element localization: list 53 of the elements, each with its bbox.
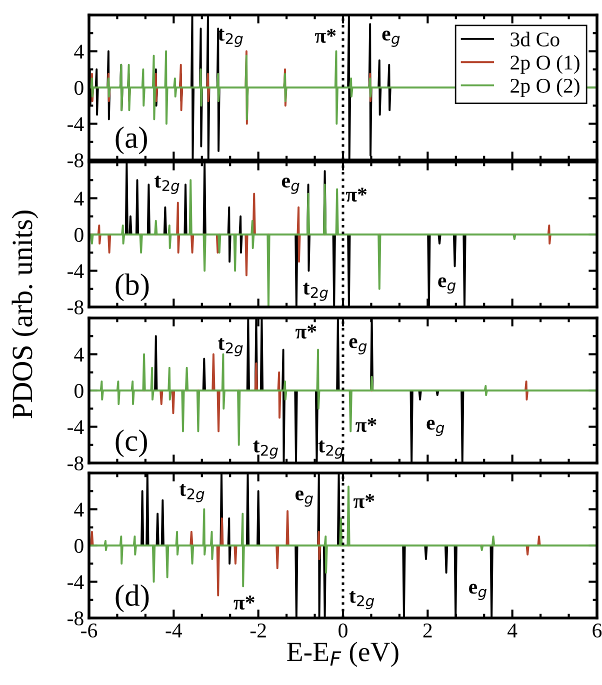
annotation: (a) [116, 126, 147, 154]
annotation: e$_{g}$ [438, 277, 456, 294]
annotation: t$_{2g}$ [253, 440, 278, 459]
y-tick-label: -4 [68, 117, 84, 131]
annotation: e$_{g}$ [382, 30, 400, 47]
annotation: π* [296, 324, 316, 339]
y-tick-label: -8 [68, 456, 84, 470]
x-tick-label: -2 [250, 624, 266, 638]
annotation: π* [346, 188, 367, 202]
annotation: t$_{2g}$ [218, 28, 243, 47]
annotation: t$_{2g}$ [303, 282, 328, 301]
y-tick-label: 4 [74, 348, 84, 362]
y-tick-label: -4 [68, 264, 84, 278]
x-tick-label: 2 [423, 624, 432, 638]
annotation: e$_{g}$ [469, 584, 486, 600]
x-tick-label: 4 [508, 624, 518, 638]
x-tick-label: 0 [338, 623, 348, 638]
annotation: e$_{g}$ [349, 338, 367, 354]
legend-label: 3d Co [510, 32, 560, 46]
y-tick-label: -8 [68, 611, 84, 626]
y-axis-title: PDOS (arb. units) [12, 210, 38, 418]
legend-label: 2p O (2) [510, 78, 580, 98]
annotation: e$_{g}$ [426, 420, 444, 436]
y-tick-label: -8 [68, 153, 84, 168]
y-tick-label: 0 [74, 228, 84, 242]
y-tick-label: 4 [74, 192, 84, 206]
annotation: π* [354, 494, 374, 508]
annotation: (c) [116, 429, 147, 458]
legend-label: 2p O (1) [510, 54, 580, 74]
y-tick-label: 4 [74, 44, 84, 58]
annotation: π* [234, 596, 254, 610]
annotation: t$_{2g}$ [218, 338, 243, 356]
annotation: t$_{2g}$ [318, 440, 344, 459]
x-tick-label: -6 [81, 624, 98, 638]
annotation: π* [314, 28, 336, 43]
x-tick-label: -4 [166, 624, 182, 638]
y-tick-label: 0 [74, 538, 84, 553]
annotation: (b) [116, 273, 149, 302]
annotation: π* [356, 418, 376, 432]
x-axis-title: E-E$_{F}$ (eV) [287, 642, 398, 667]
y-tick-label: 4 [74, 502, 84, 516]
y-tick-label: 0 [74, 384, 84, 398]
annotation: t$_{2g}$ [154, 176, 180, 194]
x-tick-label: 6 [592, 624, 602, 638]
annotation: t$_{2g}$ [180, 484, 204, 502]
annotation: (d) [116, 584, 149, 612]
y-tick-label: -4 [68, 575, 84, 589]
annotation: e$_{g}$ [282, 178, 300, 194]
y-tick-label: -4 [68, 420, 84, 434]
annotation: e$_{g}$ [296, 490, 313, 507]
annotation: t$_{2g}$ [349, 590, 374, 610]
y-tick-label: 0 [74, 80, 84, 95]
y-tick-label: -8 [68, 300, 84, 314]
